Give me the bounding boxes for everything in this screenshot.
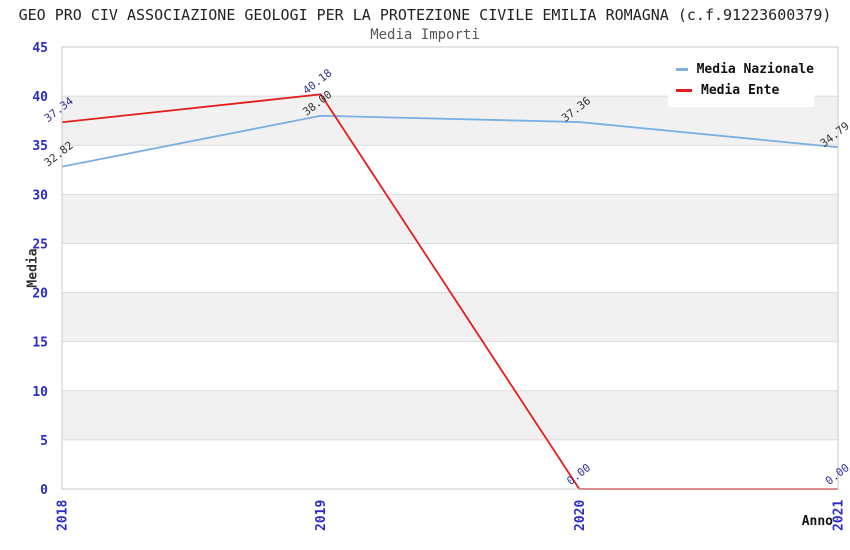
y-tick-label: 20: [32, 287, 48, 302]
y-tick-label: 35: [32, 139, 48, 154]
x-tick-label: 2021: [832, 500, 847, 531]
plot-band: [62, 439, 838, 489]
legend-item-media-ente: Media Ente: [676, 80, 814, 101]
x-tick-label: 2020: [573, 500, 588, 531]
plot-band: [62, 292, 838, 342]
legend-item-media-nazionale: Media Nazionale: [676, 59, 814, 80]
x-tick-label: 2019: [314, 500, 329, 531]
plot-band: [62, 390, 838, 440]
y-tick-label: 10: [32, 385, 48, 400]
legend-label-media-ente: Media Ente: [701, 83, 780, 98]
y-tick-label: 45: [32, 41, 48, 56]
y-tick-label: 40: [32, 90, 48, 105]
y-tick-label: 15: [32, 336, 48, 351]
legend: Media Nazionale Media Ente: [668, 53, 814, 107]
chart-subtitle: Media Importi: [370, 27, 480, 43]
plot-band: [62, 341, 838, 391]
legend-label-media-nazionale: Media Nazionale: [696, 62, 814, 77]
y-tick-label: 30: [32, 188, 48, 203]
x-tick-label: 2018: [56, 500, 71, 531]
plot-border: [61, 46, 839, 490]
series-line-media-nazionale: [61, 114, 839, 168]
chart-title: GEO PRO CIV ASSOCIAZIONE GEOLOGI PER LA …: [18, 6, 832, 24]
y-tick-label: 5: [40, 434, 48, 449]
legend-swatch-media-nazionale-icon: [676, 68, 688, 71]
y-tick-label: 0: [40, 483, 48, 498]
x-axis-title: Anno: [801, 514, 833, 529]
y-tick-label: 25: [32, 237, 48, 252]
legend-swatch-media-ente-icon: [676, 89, 692, 92]
y-axis-title: Media: [25, 248, 41, 288]
plot-band: [62, 145, 838, 195]
plot-band: [62, 243, 838, 293]
plot-band: [62, 194, 838, 244]
